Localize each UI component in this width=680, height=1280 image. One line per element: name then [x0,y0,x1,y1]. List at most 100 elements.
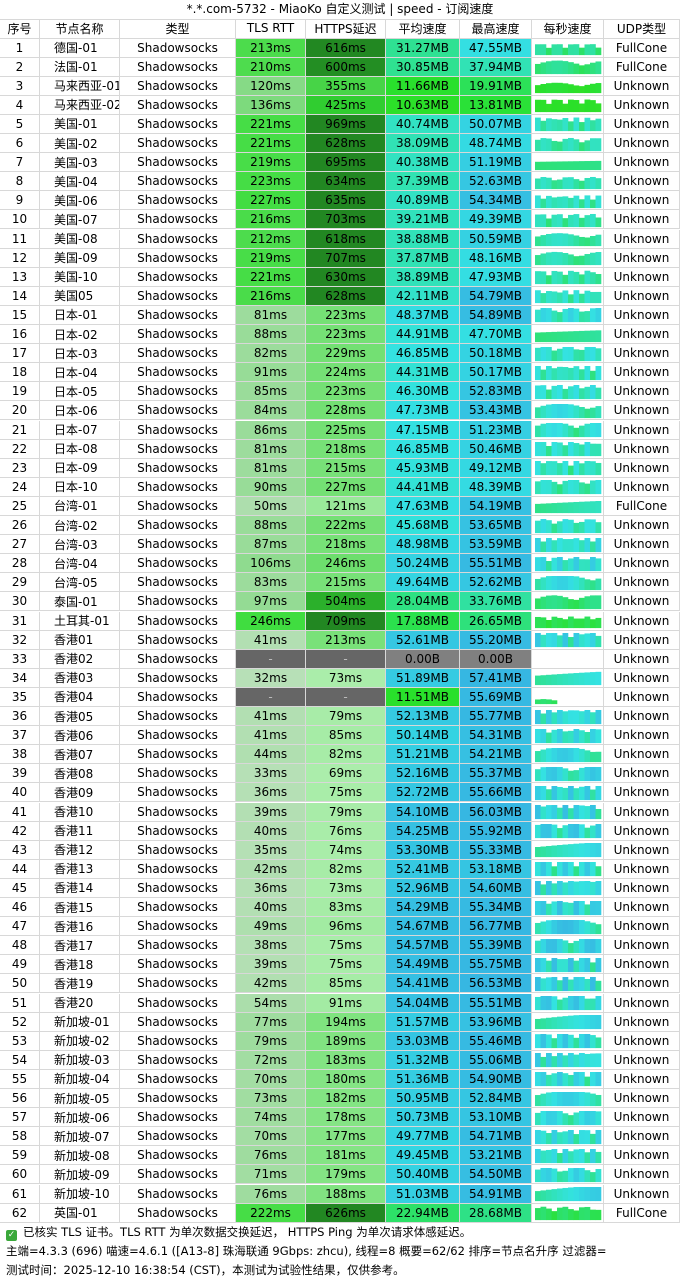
sparkline-bar [551,674,557,686]
sparkline-bar [573,576,579,590]
node-name: 日本-08 [40,439,120,459]
sparkline-bar [540,846,546,858]
sparkline-bar [551,140,557,151]
sparkline-bar [562,710,568,724]
tls-rtt: 246ms [236,611,306,631]
column-header: 每秒速度 [532,19,604,39]
sparkline-bar [540,121,546,132]
node-name: 日本-05 [40,382,120,402]
node-type: Shadowsocks [120,477,236,497]
sparkline-bar [545,709,552,724]
tls-rtt: 81ms [236,439,306,459]
sparkline-bar [584,537,590,552]
sparkline-bar [545,1167,552,1182]
sparkline-bar [556,271,563,285]
sparkline-bar [573,427,579,438]
sparkline-bar [584,44,590,56]
sparkline-bar [551,161,557,170]
sparkline-bar [534,1191,541,1202]
node-type: Shadowsocks [120,1012,236,1032]
sparkline-bar [584,709,590,724]
sparkline-bar [578,1091,585,1106]
sparkline-bar [545,118,552,132]
max-speed: 55.34MB [460,898,532,918]
row-number: 47 [0,917,40,937]
node-type: Shadowsocks [120,439,236,459]
sparkline-bar [578,1129,585,1144]
sparkline-bar [556,1110,563,1125]
sparkline-bar [573,1112,579,1125]
speed-sparkline [532,573,604,593]
sparkline-bar [567,1015,574,1030]
max-speed: 48.74MB [460,134,532,154]
sparkline-bar [551,1091,557,1106]
sparkline-bar [540,996,546,1011]
sparkline-bar [595,938,601,953]
node-type: Shadowsocks [120,305,236,325]
sparkline-chart [534,976,601,991]
https-latency: 626ms [306,1203,386,1223]
sparkline-bar [573,502,579,514]
sparkline-bar [556,728,563,743]
sparkline-bar [595,137,601,151]
sparkline-bar [595,119,601,132]
speed-sparkline [532,859,604,879]
row-number: 15 [0,305,40,325]
sparkline-bar [556,1171,563,1182]
sparkline-bar [540,1057,546,1068]
node-type: Shadowsocks [120,248,236,268]
sparkline-bar [584,1187,590,1202]
sparkline-chart [534,824,601,839]
avg-speed: 51.03MB [386,1184,460,1204]
sparkline-bar [578,805,585,820]
https-latency: 183ms [306,1050,386,1070]
sparkline-bar [589,789,596,800]
column-header: 序号 [0,19,40,39]
row-number: 35 [0,687,40,707]
sparkline-bar [562,1112,568,1125]
node-type: Shadowsocks [120,1050,236,1070]
sparkline-bar [540,369,546,380]
sparkline-bar [584,85,590,94]
sparkline-bar [567,770,574,781]
speed-sparkline [532,344,604,364]
sparkline-bar [556,233,563,247]
avg-speed: 37.39MB [386,172,460,192]
node-name: 新加坡-04 [40,1069,120,1089]
avg-speed: 49.45MB [386,1146,460,1166]
sparkline-bar [562,47,568,56]
node-name: 香港02 [40,649,120,669]
sparkline-bar [589,1093,596,1106]
sparkline-chart [534,633,601,648]
sparkline-bar [578,1148,585,1163]
sparkline-bar [540,900,546,915]
sparkline-bar [573,1167,579,1182]
sparkline-bar [573,599,579,609]
sparkline-bar [556,575,563,590]
sparkline-bar [562,1034,568,1049]
udp-type: Unknown [604,439,680,459]
sparkline-bar [578,1072,585,1087]
sparkline-bar [573,1210,579,1221]
sparkline-bar [551,711,557,724]
sparkline-chart [534,537,601,552]
sparkline-bar [584,1091,590,1106]
avg-speed: 54.25MB [386,821,460,841]
sparkline-bar [551,197,557,208]
sparkline-bar [556,120,563,132]
avg-speed: 53.30MB [386,840,460,860]
row-number: 52 [0,1012,40,1032]
sparkline-bar [567,1129,574,1144]
sparkline-bar [562,196,568,208]
sparkline-bar [589,1148,596,1163]
footer-note-line: ✓ 已核实 TLS 证书。TLS RTT 为单次数据交换延迟， HTTPS Pin… [6,1224,471,1241]
sparkline-bar [595,1129,601,1144]
sparkline-bar [584,254,590,266]
sparkline-bar [551,1168,557,1182]
sparkline-bar [551,385,557,399]
sparkline-bar [595,866,601,877]
udp-type: FullCone [604,1203,680,1223]
node-name: 新加坡-01 [40,1012,120,1032]
sparkline-bar [540,423,546,438]
